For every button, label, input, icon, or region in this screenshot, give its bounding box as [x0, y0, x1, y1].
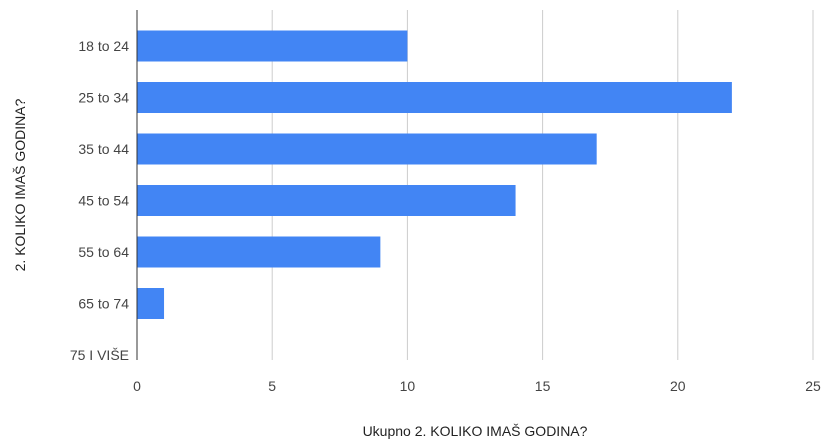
- x-tick-label: 5: [268, 378, 276, 394]
- x-tick-label: 15: [535, 378, 551, 394]
- bars: [137, 30, 732, 319]
- gridlines: [271, 10, 814, 360]
- bar: [137, 288, 165, 319]
- y-axis-title: 2. KOLIKO IMAŠ GODINA?: [12, 98, 28, 271]
- x-tick-label: 0: [133, 378, 141, 394]
- bar: [137, 236, 381, 268]
- category-label: 35 to 44: [78, 141, 129, 157]
- bar: [137, 133, 597, 165]
- category-label: 18 to 24: [78, 38, 129, 54]
- x-tick-label: 10: [400, 378, 416, 394]
- x-tick-label: 20: [670, 378, 686, 394]
- category-label: 75 I VIŠE: [70, 347, 129, 363]
- x-tick-label: 25: [805, 378, 821, 394]
- x-axis-title: Ukupno 2. KOLIKO IMAŠ GODINA?: [363, 423, 588, 439]
- category-label: 65 to 74: [78, 296, 129, 312]
- bar: [137, 185, 516, 216]
- category-label: 45 to 54: [78, 193, 129, 209]
- bar: [137, 30, 408, 62]
- category-labels: 18 to 24 25 to 34 35 to 44 45 to 54 55 to 64…: [70, 38, 129, 363]
- category-label: 25 to 34: [78, 90, 129, 106]
- bar: [137, 82, 732, 113]
- category-label: 55 to 64: [78, 244, 129, 260]
- x-tick-labels: 0 5 10 15 20 25: [133, 378, 821, 394]
